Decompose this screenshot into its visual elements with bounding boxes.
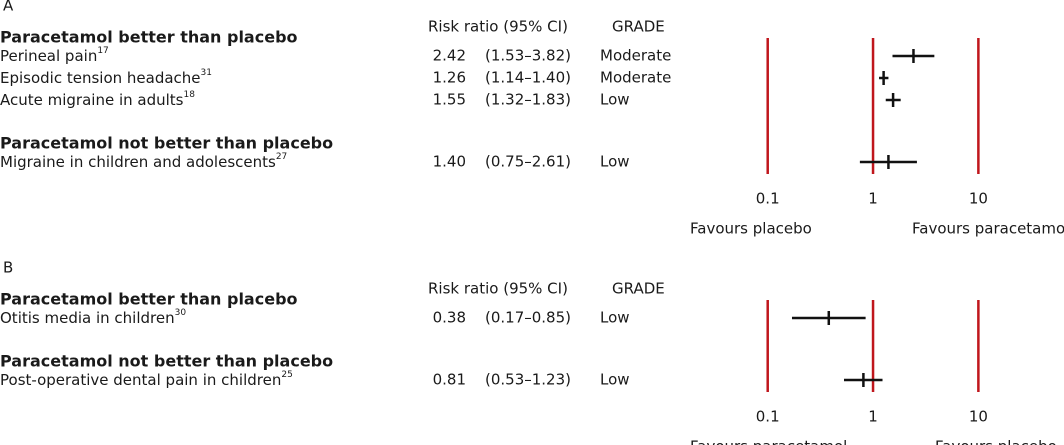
x-tick-label: 10 <box>969 190 988 208</box>
group-title: Paracetamol better than placebo <box>0 290 298 309</box>
ci-label: (1.53–3.82) <box>485 47 571 65</box>
superscript: 25 <box>281 370 292 380</box>
x-tick-label: 0.1 <box>756 408 780 426</box>
risk-ratio: 1.26 <box>433 69 466 87</box>
group-title: Paracetamol not better than placebo <box>0 134 333 153</box>
grade: Low <box>600 371 630 389</box>
risk-ratio: 0.81 <box>433 371 466 389</box>
grade: Moderate <box>600 69 671 87</box>
ci-label: (0.17–0.85) <box>485 309 571 327</box>
value-header: Risk ratio (95% CI) <box>428 280 568 298</box>
row-label: Perineal pain17 <box>0 46 109 65</box>
grade-header: GRADE <box>612 280 665 298</box>
group-title: Paracetamol better than placebo <box>0 28 298 47</box>
row-label: Otitis media in children30 <box>0 308 186 327</box>
panel-letter: A <box>3 0 14 15</box>
superscript: 30 <box>175 308 187 318</box>
ci-label: (1.14–1.40) <box>485 69 571 87</box>
superscript: 27 <box>276 152 287 162</box>
category: Acute migraine in adults <box>0 91 184 109</box>
x-tick-label: 0.1 <box>756 190 780 208</box>
risk-ratio: 2.42 <box>433 47 466 65</box>
superscript: 18 <box>184 90 196 100</box>
x-label-right: Favours paracetamol <box>912 220 1064 238</box>
panel-letter: B <box>3 259 13 277</box>
category: Migraine in children and adolescents <box>0 153 276 171</box>
x-label-right: Favours placebo <box>935 438 1057 445</box>
x-label-left: Favours paracetamol <box>690 438 847 445</box>
grade-header: GRADE <box>612 18 665 36</box>
risk-ratio: 0.38 <box>433 309 466 327</box>
ci-label: (1.32–1.83) <box>485 91 571 109</box>
category: Perineal pain <box>0 47 97 65</box>
ci-label: (0.53–1.23) <box>485 371 571 389</box>
risk-ratio: 1.55 <box>433 91 466 109</box>
grade: Low <box>600 153 630 171</box>
x-label-left: Favours placebo <box>690 220 812 238</box>
row-label: Episodic tension headache31 <box>0 68 212 87</box>
grade: Low <box>600 309 630 327</box>
superscript: 31 <box>201 68 212 78</box>
group-title: Paracetamol not better than placebo <box>0 352 333 371</box>
row-label: Migraine in children and adolescents27 <box>0 152 287 171</box>
grade: Moderate <box>600 47 671 65</box>
x-tick-label: 10 <box>969 408 988 426</box>
row-label: Acute migraine in adults18 <box>0 90 195 109</box>
x-tick-label: 1 <box>868 408 878 426</box>
row-label: Post-operative dental pain in children25 <box>0 370 293 389</box>
category: Episodic tension headache <box>0 69 201 87</box>
ci-label: (0.75–2.61) <box>485 153 571 171</box>
x-tick-label: 1 <box>868 190 878 208</box>
category: Post-operative dental pain in children <box>0 371 281 389</box>
superscript: 17 <box>97 46 108 56</box>
value-header: Risk ratio (95% CI) <box>428 18 568 36</box>
risk-ratio: 1.40 <box>433 153 466 171</box>
category: Otitis media in children <box>0 309 175 327</box>
grade: Low <box>600 91 630 109</box>
